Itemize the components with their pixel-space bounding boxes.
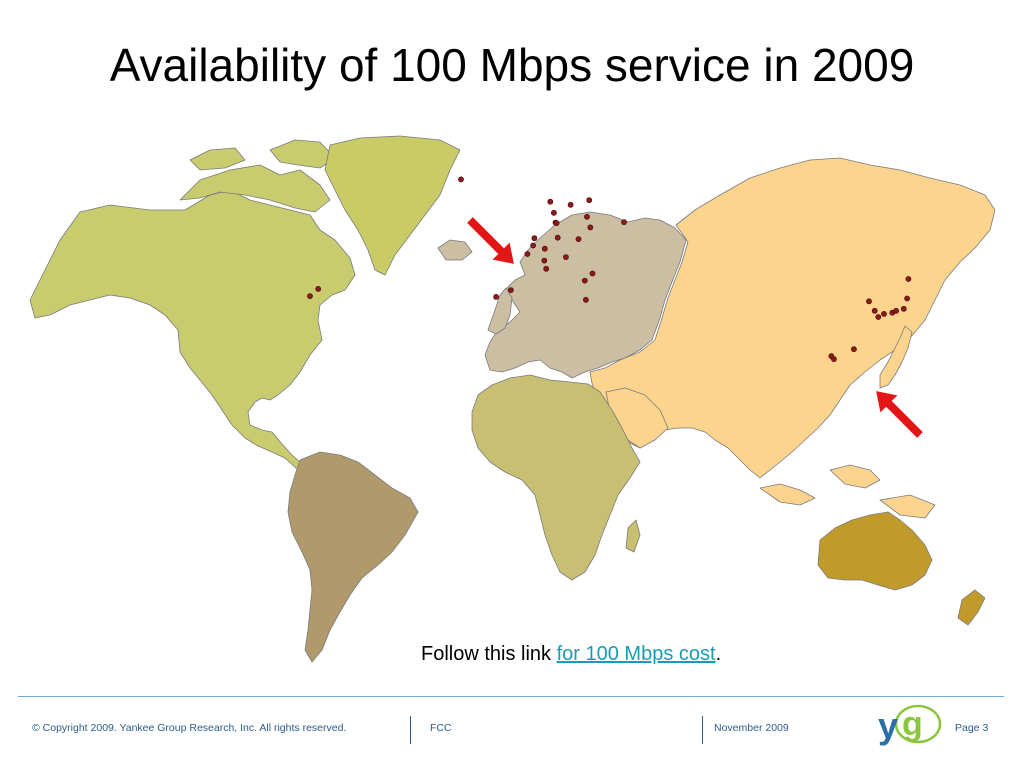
city-marker <box>531 235 538 242</box>
city-marker <box>541 245 548 252</box>
city-marker <box>524 251 531 257</box>
city-marker <box>587 224 594 231</box>
great-britain <box>487 287 513 335</box>
north-america <box>29 189 356 471</box>
city-marker <box>458 176 464 183</box>
city-marker <box>875 314 882 320</box>
city-marker <box>554 234 561 241</box>
world-map <box>29 135 996 663</box>
madagascar <box>625 519 641 553</box>
link-suffix: . <box>715 643 722 665</box>
city-marker <box>584 213 590 220</box>
city-marker <box>307 293 313 299</box>
footer-copyright: © Copyright 2009. Yankee Group Research,… <box>32 722 347 734</box>
footer-divider <box>18 696 1004 697</box>
city-marker <box>543 265 550 272</box>
city-marker <box>563 254 569 260</box>
city-marker <box>581 277 588 284</box>
footer-client: FCC <box>430 722 452 734</box>
greenland <box>324 135 461 276</box>
south-america <box>287 451 419 663</box>
city-marker <box>493 293 499 300</box>
city-marker <box>900 305 907 312</box>
city-marker <box>586 197 593 204</box>
city-marker <box>541 257 548 264</box>
city-marker <box>851 346 857 353</box>
footer-page-number: Page 3 <box>955 722 989 734</box>
city-marker <box>567 201 574 208</box>
city-marker <box>551 209 557 216</box>
city-marker <box>589 270 596 277</box>
new-zealand <box>957 589 986 626</box>
city-marker <box>866 298 872 305</box>
iceland <box>437 239 473 261</box>
cost-link-sentence: Follow this link for 100 Mbps cost. <box>421 643 721 666</box>
canada-islands <box>179 139 336 213</box>
city-marker <box>905 276 912 282</box>
europe-arrow <box>467 217 514 264</box>
city-marker <box>871 307 878 314</box>
logo-letter-g: g <box>902 705 923 743</box>
city-marker <box>530 242 536 249</box>
city-marker <box>881 310 887 317</box>
city-marker <box>893 307 899 314</box>
city-marker <box>547 198 554 205</box>
city-marker <box>575 236 582 242</box>
asia-arrow <box>876 391 923 438</box>
city-marker <box>828 353 835 360</box>
footer-separator <box>410 716 411 744</box>
city-marker <box>621 219 627 225</box>
footer-separator <box>702 716 703 744</box>
yankee-group-logo: y g <box>878 704 942 746</box>
footer-date: November 2009 <box>714 722 789 734</box>
city-marker <box>583 296 589 303</box>
europe <box>484 211 687 379</box>
city-marker <box>553 220 560 226</box>
slide-title: Availability of 100 Mbps service in 2009 <box>109 39 915 91</box>
link-prefix: Follow this link <box>421 643 557 665</box>
cost-link[interactable]: for 100 Mbps cost <box>556 643 716 665</box>
city-marker <box>507 287 514 293</box>
city-marker <box>904 295 910 302</box>
logo-letter-y: y <box>878 705 898 746</box>
australia <box>817 511 933 591</box>
southeast-asia-islands <box>759 464 936 519</box>
city-marker <box>315 285 322 292</box>
japan <box>879 325 913 389</box>
africa <box>471 374 641 581</box>
